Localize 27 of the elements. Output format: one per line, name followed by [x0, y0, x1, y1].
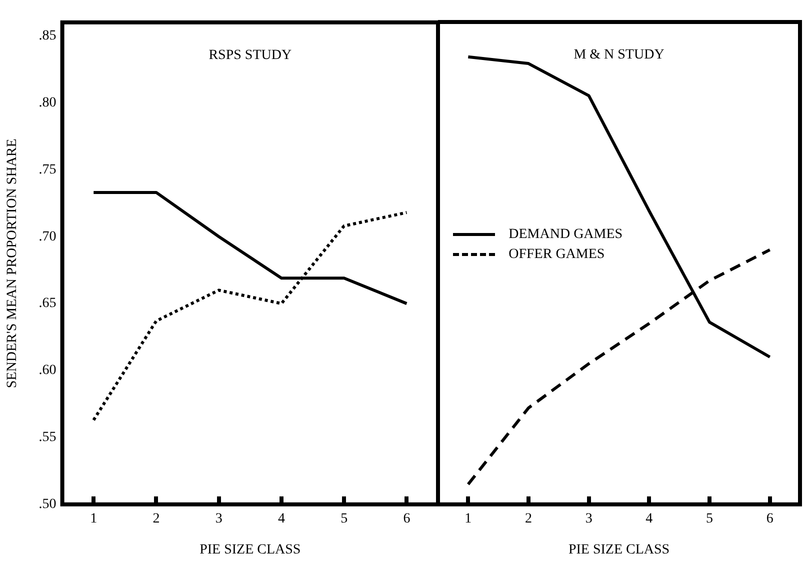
text: M & N STUDY [574, 48, 664, 63]
x-tick-label: 4 [646, 511, 653, 526]
y-tick-label: .55 [38, 430, 56, 446]
x-axis-title: PIE SIZE CLASS [568, 542, 670, 558]
x-axis-title: PIE SIZE CLASS [200, 542, 301, 558]
legend-label: DEMAND GAMES [508, 226, 623, 243]
y-tick-label: .80 [38, 95, 56, 110]
x-tick-label: 1 [90, 511, 98, 526]
y-tick-label: .50 [38, 497, 56, 512]
y-tick-label: .85 [38, 28, 56, 44]
x-tick-label: 1 [464, 511, 472, 526]
x-tick-label: 4 [278, 511, 285, 526]
x-tick-label: 5 [340, 511, 348, 526]
y-tick-label: .65 [38, 296, 56, 312]
x-tick-label: 6 [403, 511, 410, 526]
x-tick-label: 3 [585, 511, 592, 526]
x-tick-label: 2 [525, 511, 532, 526]
x-tick-label: 2 [152, 511, 160, 526]
y-tick-label: .60 [38, 363, 56, 378]
legend-label: OFFER GAMES [508, 246, 605, 263]
x-tick-label: 5 [706, 511, 713, 526]
x-tick-label: 6 [766, 511, 774, 526]
y-tick-label: .75 [38, 162, 56, 178]
y-tick-label: .70 [38, 229, 56, 244]
x-tick-label: 3 [215, 511, 222, 526]
y-axis-title: SENDER'S MEAN PROPORTION SHARE [5, 138, 20, 388]
text: RSPS STUDY [208, 48, 292, 64]
